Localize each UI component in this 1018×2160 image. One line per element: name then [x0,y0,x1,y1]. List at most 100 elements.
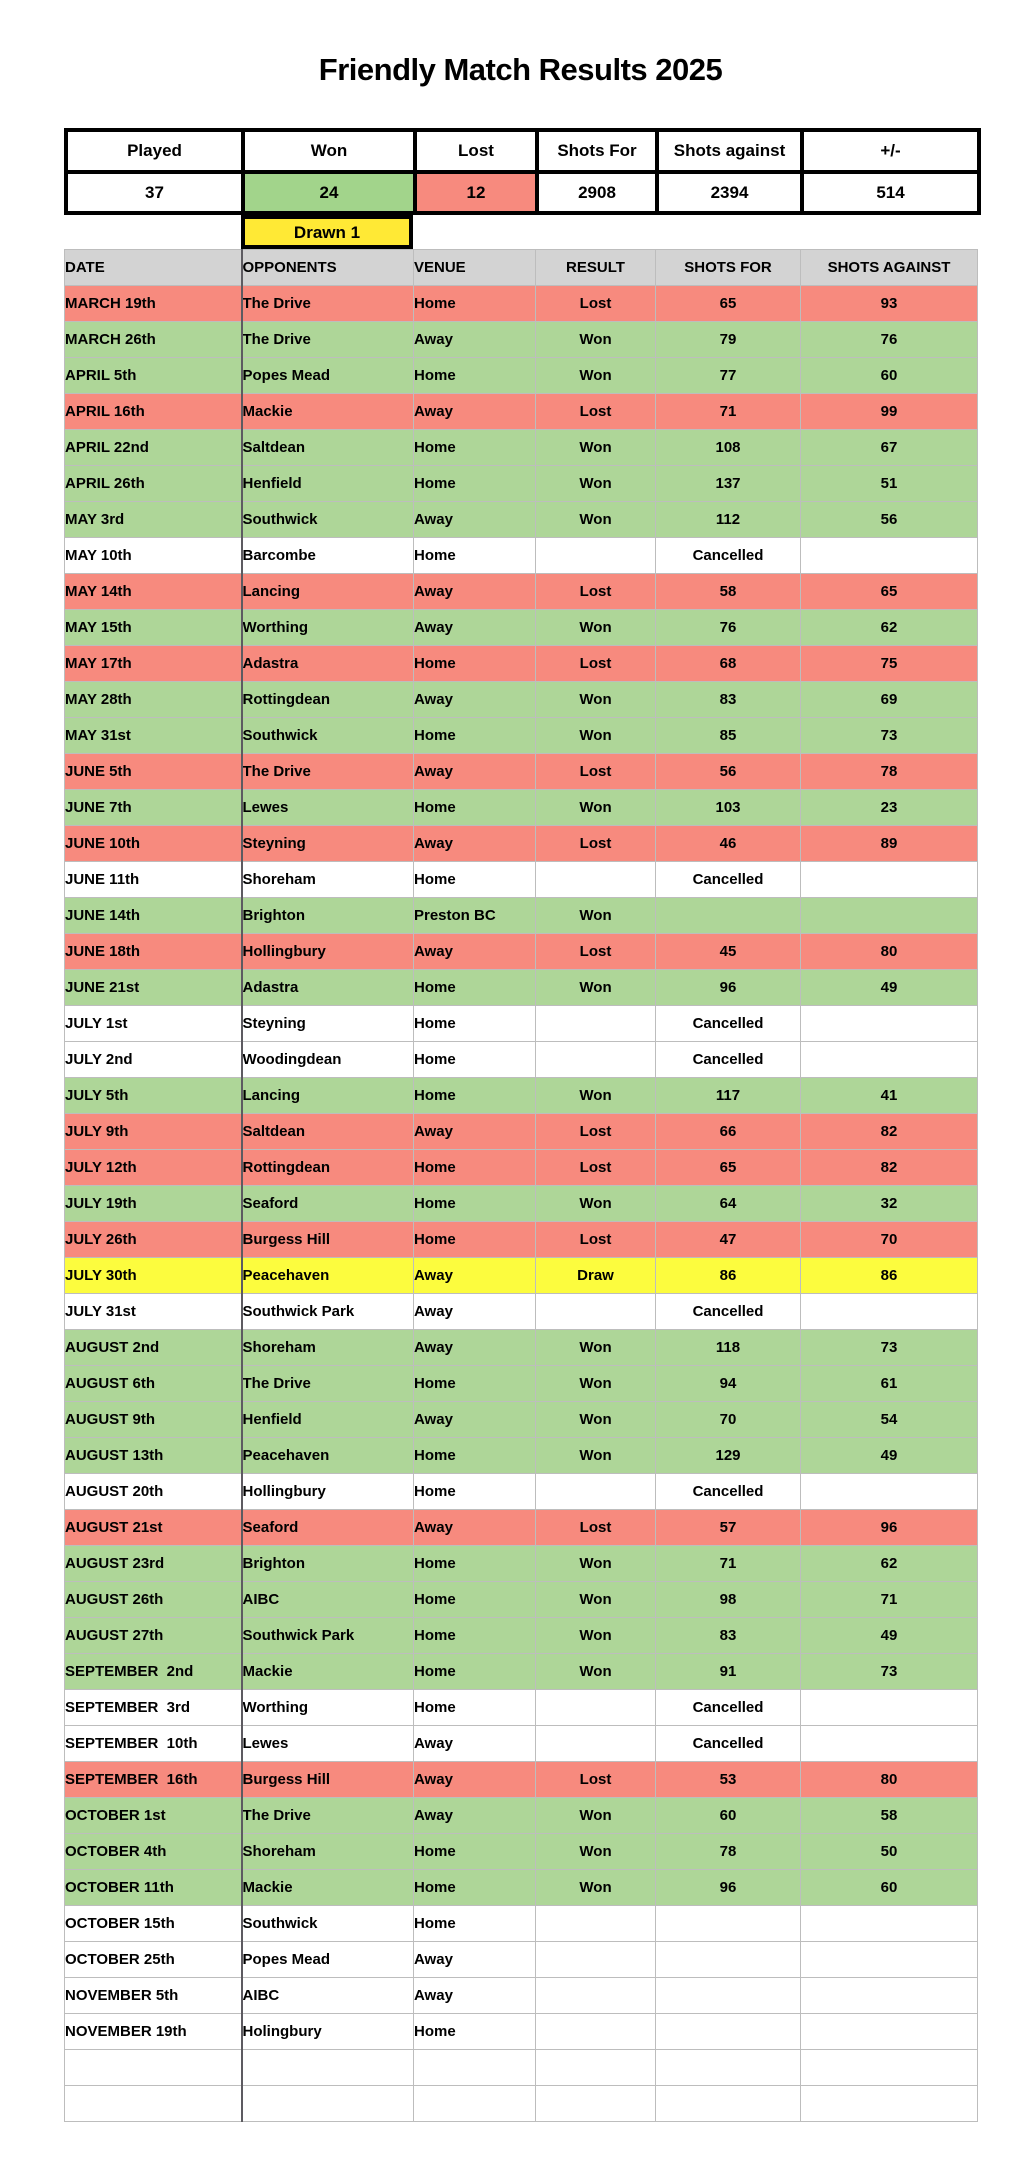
opponent-cell [240,2085,414,2122]
date-cell: MARCH 19th [64,285,242,322]
shots-against-cell: 62 [800,1545,978,1582]
result-cell: Lost [535,1761,656,1798]
venue-cell: Home [413,1221,536,1258]
opponent-cell: Woodingdean [240,1041,414,1078]
opponent-cell: The Drive [240,1365,414,1402]
date-cell: SEPTEMBER 2nd [64,1653,242,1690]
date-cell: MAY 31st [64,717,242,754]
table-row: AUGUST 9th Henfield Away Won 70 54 [64,1401,978,1438]
opponent-cell: Hollingbury [240,933,414,970]
result-cell [535,861,656,898]
shots-against-cell: 49 [800,1617,978,1654]
venue-cell: Away [413,1509,536,1546]
venue-cell: Home [413,429,536,466]
table-row: NOVEMBER 19th Holingbury Home [64,2013,978,2050]
date-cell: SEPTEMBER 10th [64,1725,242,1762]
result-cell: Won [535,1617,656,1654]
shots-for-cell [655,2049,801,2086]
date-cell: MAY 3rd [64,501,242,538]
date-cell: JUNE 7th [64,789,242,826]
table-row: OCTOBER 25th Popes Mead Away [64,1941,978,1978]
table-row: JUNE 18th Hollingbury Away Lost 45 80 [64,933,978,970]
opponent-cell: Saltdean [240,1113,414,1150]
shots-against-cell: 71 [800,1581,978,1618]
shots-for-cell: 64 [655,1185,801,1222]
table-row: MARCH 19th The Drive Home Lost 65 93 [64,285,978,322]
shots-against-cell [800,2085,978,2122]
date-cell [64,2085,242,2122]
opponent-cell: Seaford [240,1509,414,1546]
table-row: SEPTEMBER 10th Lewes Away Cancelled [64,1725,978,1762]
date-cell: JULY 2nd [64,1041,242,1078]
result-cell [535,1905,656,1942]
result-cell: Lost [535,1149,656,1186]
date-cell: OCTOBER 4th [64,1833,242,1870]
opponent-cell: Burgess Hill [240,1221,414,1258]
summary-header-shots-against: +/- [800,128,981,174]
table-row: JUNE 5th The Drive Away Lost 56 78 [64,753,978,790]
venue-cell: Away [413,609,536,646]
shots-against-cell: 54 [800,1401,978,1438]
result-cell: Won [535,1833,656,1870]
result-cell: Lost [535,753,656,790]
date-cell: JULY 5th [64,1077,242,1114]
result-cell: Lost [535,1113,656,1150]
table-row: OCTOBER 1st The Drive Away Won 60 58 [64,1797,978,1834]
shots-for-cell: 65 [655,285,801,322]
venue-cell: Away [413,1725,536,1762]
shots-for-cell [655,897,801,934]
date-cell: AUGUST 2nd [64,1329,242,1366]
result-cell: Won [535,465,656,502]
table-row: MAY 10th Barcombe Home Cancelled [64,537,978,574]
opponent-cell: The Drive [240,321,414,358]
summary-header-row: Played Won Lost Shots For Shots against +/- [64,128,981,174]
opponent-cell: Seaford [240,1185,414,1222]
table-row: AUGUST 27th Southwick Park Home Won 83 49 [64,1617,978,1654]
shots-against-cell: 41 [800,1077,978,1114]
result-cell: Won [535,681,656,718]
shots-against-cell [800,1977,978,2014]
drawn-count-cell: Drawn 1 [241,215,413,249]
venue-cell: Home [413,1545,536,1582]
shots-against-cell [800,1473,978,1510]
date-cell: AUGUST 21st [64,1509,242,1546]
date-cell: MAY 17th [64,645,242,682]
result-cell [535,1293,656,1330]
venue-cell: Away [413,393,536,430]
venue-cell: Away [413,753,536,790]
venue-cell: Home [413,2013,536,2050]
shots-against-cell [800,1005,978,1042]
shots-against-cell [800,1689,978,1726]
drawn-row: Drawn 1 [64,215,977,249]
table-row: AUGUST 2nd Shoreham Away Won 118 73 [64,1329,978,1366]
shots-against-cell [800,2013,978,2050]
opponent-cell: Lancing [240,573,414,610]
venue-cell: Away [413,1257,536,1294]
venue-cell: Home [413,1185,536,1222]
shots-for-cell: 91 [655,1653,801,1690]
venue-cell: Home [413,861,536,898]
shots-against-cell: 78 [800,753,978,790]
shots-against-cell: 56 [800,501,978,538]
opponent-cell: Worthing [240,609,414,646]
opponent-cell: Saltdean [240,429,414,466]
date-cell: NOVEMBER 19th [64,2013,242,2050]
result-cell [535,1005,656,1042]
date-cell: SEPTEMBER 3rd [64,1689,242,1726]
column-header-result: RESULT [535,249,656,286]
opponent-cell: Worthing [240,1689,414,1726]
table-row: APRIL 5th Popes Mead Home Won 77 60 [64,357,978,394]
shots-for-cell [655,1941,801,1978]
venue-cell: Away [413,1293,536,1330]
date-cell: OCTOBER 1st [64,1797,242,1834]
venue-cell: Away [413,321,536,358]
column-header-shots-for: SHOTS FOR [655,249,801,286]
opponent-cell: Adastra [240,969,414,1006]
result-cell: Won [535,321,656,358]
table-row: NOVEMBER 5th AIBC Away [64,1977,978,2014]
table-row: APRIL 16th Mackie Away Lost 71 99 [64,393,978,430]
shots-for-cell: 65 [655,1149,801,1186]
column-header-venue: VENUE [413,249,536,286]
table-row: JULY 26th Burgess Hill Home Lost 47 70 [64,1221,978,1258]
result-cell [535,537,656,574]
